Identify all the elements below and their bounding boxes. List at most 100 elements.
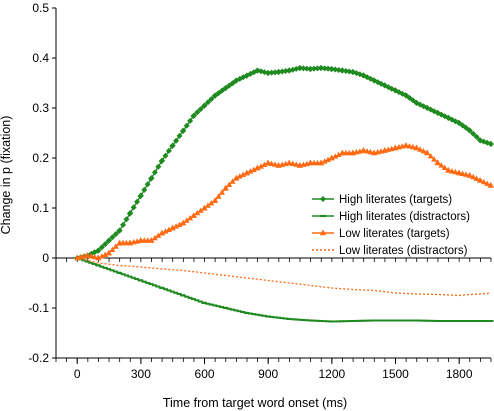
- data-point: [180, 127, 187, 134]
- series-4: [77, 257, 492, 297]
- data-point: [236, 173, 243, 179]
- data-point: [95, 247, 102, 254]
- data-point: [367, 148, 374, 155]
- legend-item: Low literates (distractors): [312, 245, 468, 257]
- data-point: [427, 153, 434, 159]
- x-axis: 0 300 600 900 1200 1500 1800: [55, 257, 492, 381]
- x-tick-label: 1500: [382, 367, 409, 381]
- legend-label: Low literates (targets): [339, 228, 450, 240]
- data-point: [102, 241, 109, 248]
- data-point: [151, 234, 158, 241]
- data-point: [106, 237, 113, 244]
- data-point: [173, 223, 180, 229]
- data-point: [123, 216, 130, 223]
- data-point: [144, 181, 151, 188]
- data-point: [212, 197, 219, 203]
- data-point: [466, 172, 473, 178]
- data-point: [190, 112, 197, 119]
- data-point: [473, 175, 480, 181]
- x-tick-label: 0: [74, 367, 81, 381]
- series-2: [74, 257, 494, 323]
- data-point: [95, 254, 102, 261]
- data-point: [84, 252, 91, 258]
- data-point: [300, 65, 307, 72]
- data-point: [484, 180, 491, 186]
- data-point: [137, 192, 144, 199]
- data-point: [456, 169, 463, 176]
- data-point: [311, 65, 318, 72]
- data-point: [364, 148, 371, 154]
- y-tick-label: -0.2: [28, 351, 49, 365]
- data-point: [271, 161, 278, 167]
- data-point: [314, 65, 321, 72]
- data-point: [325, 156, 332, 162]
- data-point: [204, 99, 211, 106]
- data-point: [187, 215, 194, 221]
- data-point: [159, 229, 166, 236]
- data-point: [265, 159, 272, 166]
- data-point: [438, 162, 445, 168]
- data-point: [325, 65, 332, 72]
- legend-label: High literates (distractors): [339, 211, 470, 223]
- data-point: [332, 153, 339, 159]
- data-point: [233, 174, 240, 181]
- data-point: [98, 253, 105, 259]
- x-tick-label: 600: [195, 367, 215, 381]
- data-point: [424, 149, 431, 156]
- data-point: [488, 182, 494, 188]
- data-point: [106, 249, 113, 256]
- data-point: [229, 178, 236, 184]
- data-point: [102, 251, 109, 257]
- data-point: [403, 142, 410, 148]
- data-point: [169, 142, 176, 149]
- data-point: [141, 186, 148, 193]
- data-point: [470, 130, 477, 137]
- data-point: [109, 246, 116, 252]
- data-point: [201, 102, 208, 109]
- data-point: [197, 207, 204, 213]
- data-point: [328, 154, 335, 161]
- data-point: [321, 158, 328, 164]
- y-axis: -0.2 -0.1 0 0.1 0.2 0.3 0.4 0.5: [28, 1, 57, 365]
- legend-marker: [320, 196, 326, 202]
- data-point: [215, 193, 222, 199]
- legend: High literates (targets) High literates (…: [312, 194, 470, 257]
- data-point: [297, 65, 304, 71]
- x-tick-label: 1200: [319, 367, 346, 381]
- data-point: [261, 161, 268, 167]
- x-axis-title: Time from target word onset (ms): [163, 396, 347, 410]
- data-point: [434, 159, 441, 166]
- data-point: [240, 171, 247, 177]
- data-point: [162, 228, 169, 234]
- data-point: [413, 144, 420, 151]
- data-point: [226, 181, 233, 187]
- x-tick-label: 1800: [446, 367, 473, 381]
- data-point: [243, 169, 250, 176]
- x-tick-label: 900: [258, 367, 278, 381]
- data-point: [445, 167, 452, 173]
- data-point: [169, 224, 176, 231]
- data-point: [247, 168, 254, 174]
- data-point: [480, 178, 487, 185]
- y-axis-title: Change in p (fixation): [0, 116, 13, 235]
- y-tick-label: 0.5: [32, 1, 49, 15]
- data-point: [151, 169, 158, 176]
- series-line: [77, 257, 492, 297]
- y-tick-label: -0.1: [28, 301, 49, 315]
- legend-item: High literates (distractors): [312, 211, 470, 223]
- data-point: [112, 243, 119, 249]
- data-point: [176, 221, 183, 227]
- data-point: [165, 226, 172, 232]
- data-point: [488, 141, 494, 147]
- data-point: [201, 204, 208, 211]
- data-point: [409, 143, 416, 150]
- data-point: [127, 210, 134, 216]
- data-point: [466, 127, 473, 134]
- legend-item: Low literates (targets): [312, 228, 450, 240]
- data-point: [470, 173, 477, 180]
- series-layer: [74, 65, 494, 323]
- legend-marker: [319, 229, 327, 236]
- data-point: [162, 152, 169, 159]
- data-point: [406, 143, 413, 149]
- y-tick-label: 0.3: [32, 101, 49, 115]
